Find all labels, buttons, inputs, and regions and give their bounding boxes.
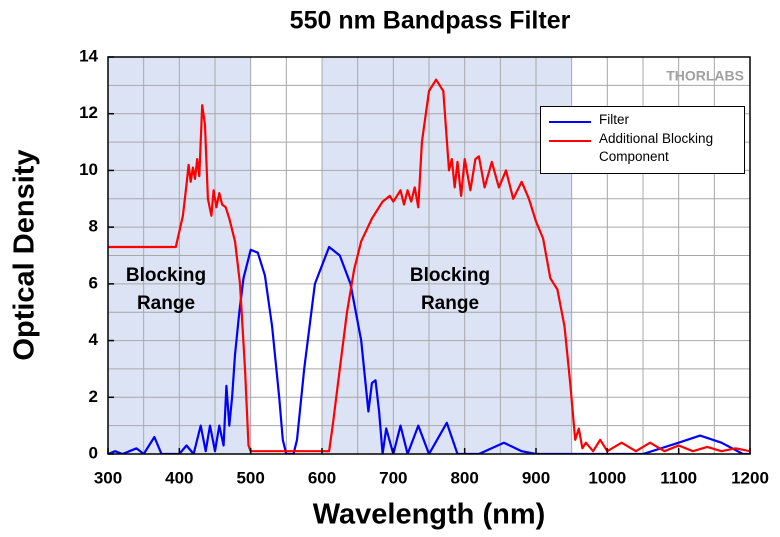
x-tick-label: 500 [236,468,264,487]
y-tick-label: 14 [79,46,98,65]
annotation: Blocking Range [409,265,491,314]
x-tick-label: 400 [165,468,193,487]
x-axis-label: Wavelength (nm) [313,499,546,531]
y-axis-label: Optical Density [9,149,41,360]
y-tick-label: 8 [89,217,98,236]
legend-label: Filter [599,112,629,127]
legend-swatch [549,121,591,123]
legend: Filter Additional Blocking Component [540,106,745,174]
annotation: Blocking Range [125,265,207,314]
watermark: THORLABS [666,68,744,84]
chart-title: 550 nm Bandpass Filter [290,7,571,35]
y-tick-label: 4 [89,330,99,349]
y-tick-label: 2 [89,387,98,406]
y-tick-label: 6 [89,273,98,292]
x-tick-label: 1100 [660,468,697,487]
series-line [108,245,750,454]
x-tick-label: 300 [94,468,122,487]
x-tick-label: 1200 [731,468,769,487]
x-tick-label: 1000 [588,468,626,487]
y-tick-label: 12 [79,103,98,122]
legend-label: Additional Blocking Component [599,131,714,164]
x-tick-label: 700 [379,468,407,487]
x-tick-label: 600 [308,468,336,487]
plot-frame [107,56,751,455]
y-tick-label: 0 [89,443,98,462]
legend-swatch [549,140,591,142]
series-line [108,78,750,453]
x-tick-label: 900 [522,468,550,487]
x-tick-label: 800 [450,468,478,487]
y-tick-label: 10 [79,160,98,179]
